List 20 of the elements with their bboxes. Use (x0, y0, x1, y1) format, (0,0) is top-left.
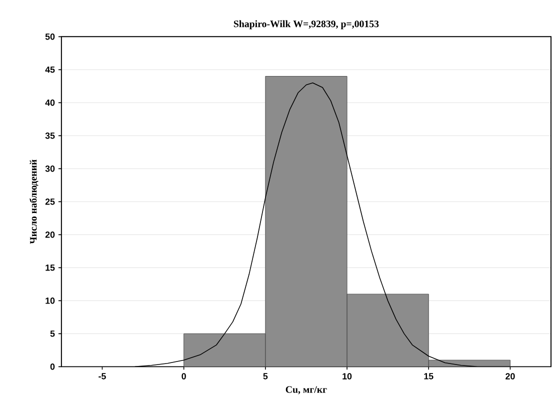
x-tick-label: 0 (182, 373, 186, 380)
y-tick-label: 15 (46, 264, 55, 271)
y-tick-label: 30 (45, 165, 55, 172)
y-axis-title: Число наблюдений (30, 160, 38, 244)
y-tick-label: 50 (45, 33, 55, 40)
y-tick-label: 20 (45, 231, 55, 238)
y-tick-label: 45 (45, 66, 55, 73)
x-tick-label: 5 (263, 373, 268, 380)
y-tick-label: 10 (46, 297, 55, 304)
x-tick-label: 15 (424, 373, 434, 380)
y-tick-label: 25 (45, 198, 55, 205)
y-tick-label: 40 (45, 99, 55, 106)
y-tick-label: 5 (50, 330, 55, 337)
y-tick-label: 0 (50, 363, 55, 370)
x-tick-label: 10 (342, 373, 352, 380)
x-tick-label: 20 (506, 373, 515, 380)
x-axis-title: Cu, мг/кг (286, 386, 327, 394)
x-tick-label: -5 (98, 373, 106, 380)
y-tick-label: 35 (45, 132, 55, 139)
chart-title: Shapiro-Wilk W=,92839, p=,00153 (234, 20, 379, 30)
